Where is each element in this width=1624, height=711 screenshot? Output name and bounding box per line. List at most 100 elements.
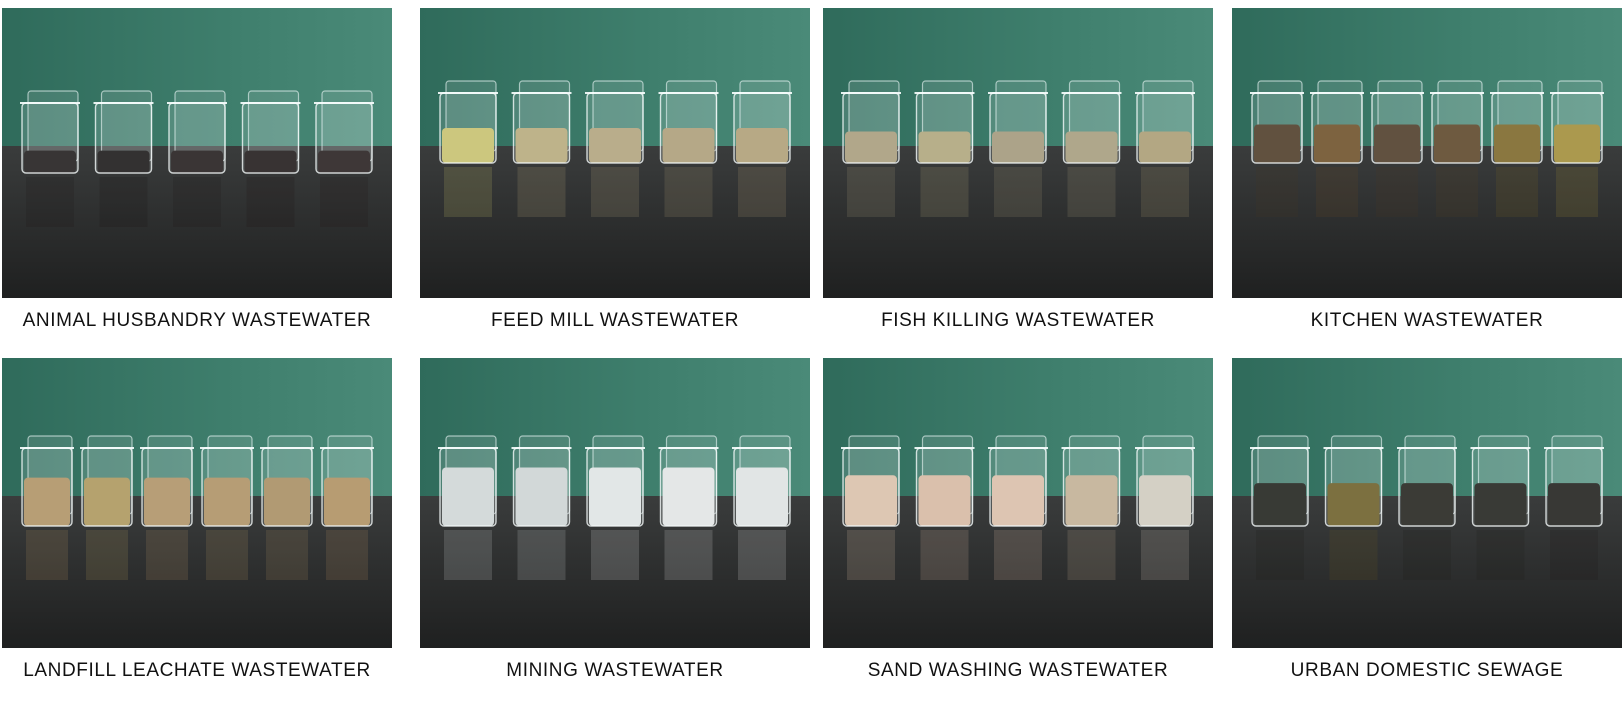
reflection bbox=[517, 530, 566, 580]
liquid bbox=[1139, 131, 1191, 163]
beaker bbox=[439, 92, 497, 164]
photo-panel: FISH KILLING WASTEWATER bbox=[823, 8, 1213, 332]
beaker bbox=[21, 102, 79, 174]
caption: FEED MILL WASTEWATER bbox=[490, 310, 740, 331]
beaker bbox=[1062, 447, 1121, 527]
beaker bbox=[1136, 447, 1194, 527]
reflection bbox=[1067, 530, 1116, 580]
reflection bbox=[320, 177, 368, 227]
beaker bbox=[321, 447, 373, 527]
beaker bbox=[439, 447, 497, 527]
reflection bbox=[99, 177, 148, 227]
liquid bbox=[324, 477, 370, 526]
reflection bbox=[1329, 530, 1378, 580]
reflection bbox=[591, 530, 639, 580]
reflection bbox=[86, 530, 128, 580]
reflection bbox=[994, 167, 1042, 217]
liquid bbox=[1401, 483, 1453, 526]
beaker bbox=[1431, 92, 1483, 164]
beaker bbox=[586, 92, 644, 164]
beaker bbox=[1371, 92, 1423, 164]
reflection bbox=[1256, 530, 1304, 580]
caption: KITCHEN WASTEWATER bbox=[1310, 310, 1544, 331]
reflection bbox=[26, 530, 68, 580]
beaker bbox=[659, 92, 718, 164]
liquid bbox=[24, 477, 70, 526]
caption: LANDFILL LEACHATE WASTEWATER bbox=[23, 660, 371, 681]
beaker bbox=[733, 92, 791, 164]
beaker bbox=[1545, 447, 1603, 527]
beaker bbox=[989, 447, 1047, 527]
reflection bbox=[1256, 167, 1298, 217]
photo bbox=[1232, 8, 1622, 298]
reflection bbox=[591, 167, 639, 217]
caption: FISH KILLING WASTEWATER bbox=[881, 310, 1155, 331]
beaker bbox=[241, 102, 300, 174]
reflection bbox=[1376, 167, 1418, 217]
liquid bbox=[918, 475, 971, 526]
liquid bbox=[1434, 124, 1480, 163]
photo-panel: MINING WASTEWATER bbox=[420, 358, 810, 682]
beaker bbox=[842, 447, 900, 527]
liquid bbox=[992, 475, 1044, 526]
photo bbox=[1232, 358, 1622, 648]
reflection bbox=[26, 177, 74, 227]
photo bbox=[420, 8, 810, 298]
photo bbox=[2, 8, 392, 298]
backdrop bbox=[823, 358, 1213, 498]
caption: ANIMAL HUSBANDRY WASTEWATER bbox=[22, 310, 372, 331]
liquid bbox=[1548, 483, 1600, 526]
liquid bbox=[736, 128, 788, 163]
reflection bbox=[1550, 530, 1598, 580]
liquid bbox=[442, 128, 494, 163]
beaker bbox=[1471, 447, 1530, 527]
liquid bbox=[662, 128, 715, 163]
liquid bbox=[515, 128, 568, 163]
liquid bbox=[589, 467, 641, 526]
liquid bbox=[1494, 124, 1540, 163]
beaker bbox=[989, 92, 1047, 164]
backdrop bbox=[1232, 358, 1622, 498]
reflection bbox=[738, 530, 786, 580]
reflection bbox=[1403, 530, 1451, 580]
reflection bbox=[444, 530, 492, 580]
liquid bbox=[1374, 124, 1420, 163]
liquid bbox=[1065, 475, 1118, 526]
liquid bbox=[318, 150, 370, 173]
liquid bbox=[1254, 483, 1306, 526]
beaker bbox=[586, 447, 644, 527]
beaker bbox=[168, 102, 226, 174]
liquid bbox=[1254, 124, 1300, 163]
beaker bbox=[1491, 92, 1543, 164]
photo-panel: SAND WASHING WASTEWATER bbox=[823, 358, 1213, 682]
reflection bbox=[994, 530, 1042, 580]
reflection bbox=[664, 530, 713, 580]
liquid bbox=[589, 128, 641, 163]
liquid bbox=[1314, 124, 1360, 163]
reflection bbox=[847, 167, 895, 217]
liquid bbox=[264, 477, 310, 526]
liquid bbox=[662, 467, 715, 526]
reflection bbox=[444, 167, 492, 217]
photo bbox=[823, 8, 1213, 298]
reflection bbox=[326, 530, 368, 580]
reflection bbox=[847, 530, 895, 580]
liquid bbox=[84, 477, 130, 526]
beaker bbox=[1136, 92, 1194, 164]
caption: SAND WASHING WASTEWATER bbox=[867, 660, 1169, 681]
reflection bbox=[246, 177, 295, 227]
beaker bbox=[81, 447, 133, 527]
reflection bbox=[1436, 167, 1478, 217]
beaker bbox=[512, 92, 571, 164]
reflection bbox=[146, 530, 188, 580]
liquid bbox=[845, 475, 897, 526]
table bbox=[823, 146, 1213, 298]
reflection bbox=[1141, 167, 1189, 217]
beaker bbox=[21, 447, 73, 527]
table bbox=[1232, 146, 1622, 298]
beaker bbox=[1251, 447, 1309, 527]
beaker bbox=[1324, 447, 1383, 527]
photo-panel: KITCHEN WASTEWATER bbox=[1232, 8, 1622, 332]
liquid bbox=[1474, 483, 1527, 526]
